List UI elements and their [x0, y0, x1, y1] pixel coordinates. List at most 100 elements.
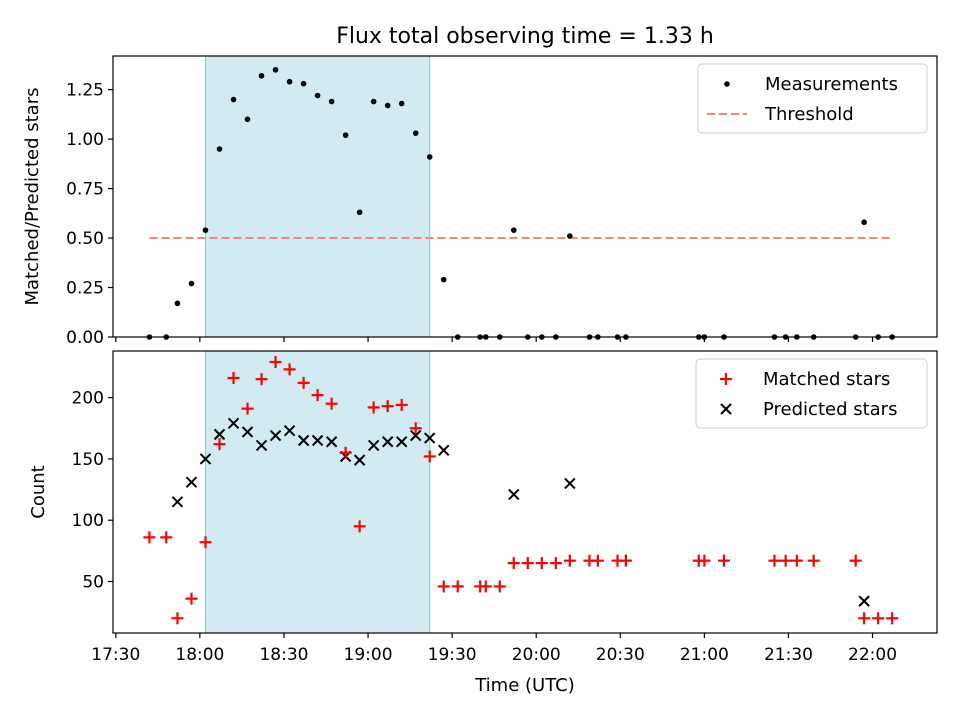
measurement-point: [567, 233, 573, 239]
predicted-star-marker: [858, 595, 870, 607]
top-y-axis-label: Matched/Predicted stars: [22, 88, 43, 306]
bottom-panel: 50 100 150 200 17:30 18:00 18:30 19:00 19:30 20:…: [28, 350, 938, 696]
matched-star-marker: [779, 554, 792, 567]
matched-star-marker: [591, 554, 604, 567]
matched-star-marker: [858, 612, 871, 625]
matched-star-marker: [807, 554, 820, 567]
measurement-point: [272, 67, 279, 73]
matched-star-marker: [698, 554, 711, 567]
x-tick-label: 21:00: [680, 645, 729, 665]
bottom-axes-frame: [112, 350, 938, 634]
matched-star-marker: [160, 531, 173, 544]
y-tick-label: 0.75: [66, 180, 104, 200]
x-tick-label: 20:00: [512, 645, 561, 665]
measurement-point: [328, 98, 335, 105]
predicted-star-marker: [213, 428, 226, 441]
matched-star-marker: [325, 397, 338, 410]
top-shaded-interval: [204, 55, 431, 338]
predicted-star-marker: [409, 429, 422, 442]
predicted-star-marker: [255, 439, 268, 452]
top-panel: 0.00 0.25 0.50 0.75 1.00 1.25 Matched/Predict…: [22, 55, 938, 348]
matched-star-marker: [493, 580, 506, 593]
measurement-point: [342, 132, 349, 138]
predicted-star-marker: [438, 444, 450, 457]
matched-star-marker: [367, 401, 380, 414]
predicted-stars-points: [171, 417, 870, 607]
x-tick-label: 19:00: [344, 645, 393, 665]
matched-star-marker: [768, 554, 781, 567]
matched-star-marker: [227, 371, 240, 384]
matched-star-marker: [311, 389, 324, 402]
measurement-point: [398, 100, 405, 107]
legend-predicted-label: Predicted stars: [763, 399, 897, 420]
bottom-x-axis: 17:30 18:00 18:30 19:00 19:30 20:00 20:30 21:00…: [91, 633, 897, 665]
measurement-point: [174, 300, 181, 307]
predicted-star-marker: [269, 429, 282, 442]
legend-matched-label: Matched stars: [763, 369, 890, 390]
matched-star-marker: [423, 450, 436, 463]
bottom-legend: Matched stars Predicted stars: [695, 358, 928, 429]
matched-star-marker: [619, 554, 632, 567]
measurement-point: [258, 72, 265, 79]
measurement-point: [370, 98, 377, 105]
measurement-point: [314, 92, 321, 99]
predicted-star-marker: [185, 476, 198, 488]
predicted-star-marker: [297, 434, 310, 447]
x-tick-label: 18:00: [175, 645, 224, 665]
measurement-point: [861, 219, 867, 226]
measurement-point: [412, 130, 419, 136]
matched-star-marker: [381, 400, 394, 413]
matched-star-marker: [549, 557, 562, 570]
legend-predicted-marker: [720, 403, 732, 415]
matched-star-marker: [451, 580, 464, 593]
legend-measurements-label: Measurements: [765, 74, 898, 95]
predicted-star-marker: [508, 488, 520, 501]
bottom-y-axis: 50 100 150 200: [72, 389, 113, 593]
measurement-point: [244, 116, 251, 123]
matched-star-marker: [199, 536, 212, 549]
matched-stars-points: [143, 356, 899, 625]
x-tick-label: 21:30: [764, 645, 813, 665]
y-tick-label: 0.00: [66, 328, 104, 348]
matched-star-marker: [717, 554, 730, 567]
measurement-points: [146, 67, 895, 340]
matched-star-marker: [563, 554, 576, 567]
matched-star-marker: [790, 554, 803, 567]
measurement-point: [216, 146, 223, 152]
measurement-point: [202, 227, 209, 233]
legend-threshold-label: Threshold: [764, 104, 854, 125]
measurement-point: [426, 154, 433, 160]
matched-star-marker: [171, 612, 184, 625]
top-legend-box: [697, 63, 928, 134]
chart-title: Flux total observing time = 1.33 h: [336, 24, 714, 49]
predicted-star-marker: [325, 436, 338, 448]
predicted-star-marker: [564, 477, 576, 490]
predicted-star-marker: [311, 434, 324, 447]
matched-star-marker: [269, 356, 282, 369]
matched-star-marker: [353, 520, 366, 533]
y-tick-label: 50: [82, 573, 104, 593]
y-tick-label: 1.25: [66, 81, 104, 101]
measurement-point: [384, 102, 391, 109]
matched-star-marker: [507, 557, 520, 570]
matched-star-marker: [241, 402, 254, 415]
matched-star-marker: [213, 438, 226, 451]
matched-star-marker: [283, 363, 296, 376]
top-legend: Measurements Threshold: [697, 63, 928, 134]
predicted-star-marker: [424, 432, 436, 444]
x-tick-label: 22:00: [848, 645, 897, 665]
measurement-point: [356, 209, 363, 216]
top-axes-frame: [112, 55, 938, 338]
x-tick-label: 20:30: [596, 645, 645, 665]
y-tick-label: 0.25: [66, 279, 104, 299]
x-tick-label: 18:30: [259, 645, 308, 665]
matched-star-marker: [479, 580, 492, 593]
legend-matched-marker: [720, 373, 732, 385]
matched-star-marker: [872, 612, 885, 625]
predicted-star-marker: [241, 426, 254, 438]
y-tick-label: 1.00: [66, 130, 104, 150]
matched-star-marker: [849, 554, 862, 567]
predicted-star-marker: [395, 436, 408, 448]
measurement-point: [440, 276, 447, 283]
predicted-star-marker: [381, 436, 394, 448]
